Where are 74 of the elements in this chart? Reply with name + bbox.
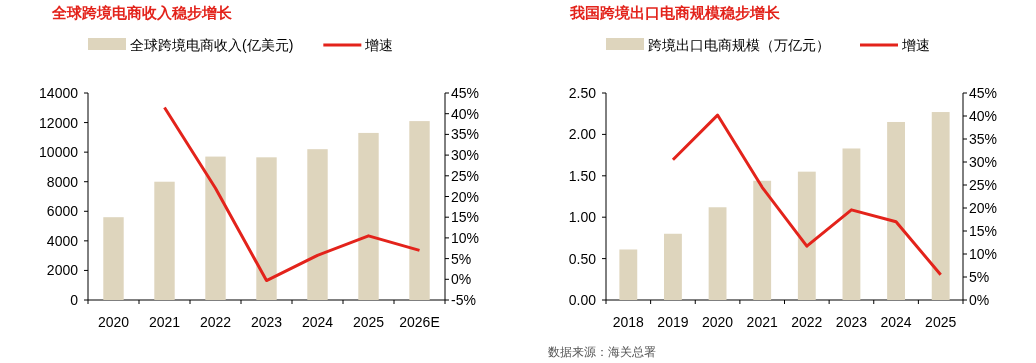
y2-tick-label: 35% <box>451 126 480 143</box>
bar <box>619 249 638 300</box>
y2-tick-label: 10% <box>969 246 998 262</box>
y2-tick-label: 30% <box>969 154 998 170</box>
y-tick-label: 2.00 <box>568 126 597 143</box>
y2-tick-label: 5% <box>451 250 472 267</box>
x-tick-label: 2026E <box>399 314 440 330</box>
x-tick-label: 2020 <box>701 314 734 330</box>
y-tick-label: 0.00 <box>568 292 597 308</box>
x-tick-label: 2020 <box>97 314 130 330</box>
y-tick-label: 0.50 <box>568 250 597 267</box>
y2-tick-label: 10% <box>451 229 480 246</box>
y2-tick-label: 0% <box>969 292 990 308</box>
bar <box>409 121 430 300</box>
y-tick-label: 1.50 <box>568 167 597 184</box>
y2-tick-label: 40% <box>969 108 998 124</box>
line-series <box>163 105 421 283</box>
bar <box>307 149 328 300</box>
x-tick-label: 2025 <box>352 314 385 330</box>
y2-tick-label: 15% <box>969 223 998 239</box>
x-tick-label: 2021 <box>746 314 778 330</box>
chart-title: 全球跨境电商收入稳步增长 <box>51 4 233 21</box>
bar <box>887 121 905 300</box>
bar <box>154 181 175 300</box>
chart-title: 我国跨境出口电商规模稳步增长 <box>569 4 781 21</box>
y2-tick-label: 40% <box>451 105 480 122</box>
bar <box>256 157 277 300</box>
y-tick-label: 10000 <box>39 144 79 161</box>
y-tick-label: 8000 <box>46 173 79 190</box>
y2-tick-label: 45% <box>969 85 998 101</box>
x-tick-label: 2023 <box>250 314 283 330</box>
y2-tick-label: 0% <box>451 271 472 288</box>
bar <box>358 132 379 300</box>
y-tick-label: 14000 <box>39 85 79 101</box>
y2-tick-label: 25% <box>969 177 998 193</box>
legend-label: 增速 <box>364 37 394 53</box>
bar <box>753 180 772 300</box>
bar <box>205 156 226 300</box>
x-tick-label: 2018 <box>612 314 645 330</box>
y-tick-label: 2000 <box>46 262 79 279</box>
bar <box>664 233 682 300</box>
y2-tick-label: 15% <box>451 209 480 226</box>
y-tick-label: 12000 <box>39 114 79 131</box>
y-tick-label: 1.00 <box>568 209 597 226</box>
bar <box>931 112 950 300</box>
x-tick-label: 2022 <box>199 314 232 330</box>
y2-tick-label: 45% <box>451 85 480 101</box>
y2-tick-label: 25% <box>451 167 480 184</box>
bar <box>797 171 816 300</box>
x-tick-label: 2025 <box>925 314 957 330</box>
bar <box>103 217 124 300</box>
y2-tick-label: 5% <box>969 269 990 285</box>
x-tick-label: 2021 <box>148 314 181 330</box>
y2-tick-label: 30% <box>451 147 480 164</box>
x-tick-label: 2019 <box>657 314 689 330</box>
legend-label: 增速 <box>901 37 930 53</box>
y2-tick-label: 20% <box>969 200 998 216</box>
x-tick-label: 2022 <box>791 314 823 330</box>
y2-tick-label: 35% <box>969 131 998 147</box>
y2-tick-label: 20% <box>451 188 480 205</box>
y-tick-label: 0 <box>70 292 79 308</box>
y-tick-label: 2.50 <box>568 85 597 101</box>
x-tick-label: 2024 <box>880 314 912 330</box>
y-tick-label: 4000 <box>46 232 79 249</box>
x-tick-label: 2023 <box>835 314 868 330</box>
legend-label: 全球跨境电商收入(亿美元) <box>130 37 294 53</box>
y-tick-label: 6000 <box>46 203 79 220</box>
source-note: 数据来源：海关总署 <box>548 345 656 359</box>
x-tick-label: 2024 <box>301 314 334 330</box>
bar <box>842 148 861 300</box>
y2-tick-label: -5% <box>451 292 476 308</box>
legend-label: 跨境出口电商规模（万亿元） <box>648 37 830 53</box>
bar <box>708 207 727 300</box>
line-series <box>671 113 943 277</box>
